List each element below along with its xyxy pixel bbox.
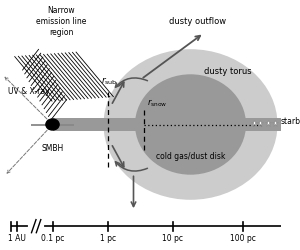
Text: 100 pc: 100 pc [230,233,256,242]
Text: 1 pc: 1 pc [100,233,116,242]
Ellipse shape [103,50,278,200]
Text: SMBH: SMBH [41,144,64,153]
Ellipse shape [135,75,246,175]
Circle shape [46,120,59,130]
Text: 0.1 pc: 0.1 pc [41,233,64,242]
Text: $r_{\rm sub}$: $r_{\rm sub}$ [101,75,118,86]
Text: 10 pc: 10 pc [162,233,183,242]
Bar [52,119,280,131]
Text: dusty outflow: dusty outflow [169,17,226,26]
Text: $r_{\rm snow}$: $r_{\rm snow}$ [147,97,167,109]
Text: starburst: starburst [280,117,300,126]
Text: UV & X-ray: UV & X-ray [8,87,50,96]
Text: Narrow
emission line
region: Narrow emission line region [36,6,87,37]
Text: 1 AU: 1 AU [8,233,26,242]
Text: cold gas/dust disk: cold gas/dust disk [156,151,225,160]
Text: dusty torus: dusty torus [204,67,252,76]
